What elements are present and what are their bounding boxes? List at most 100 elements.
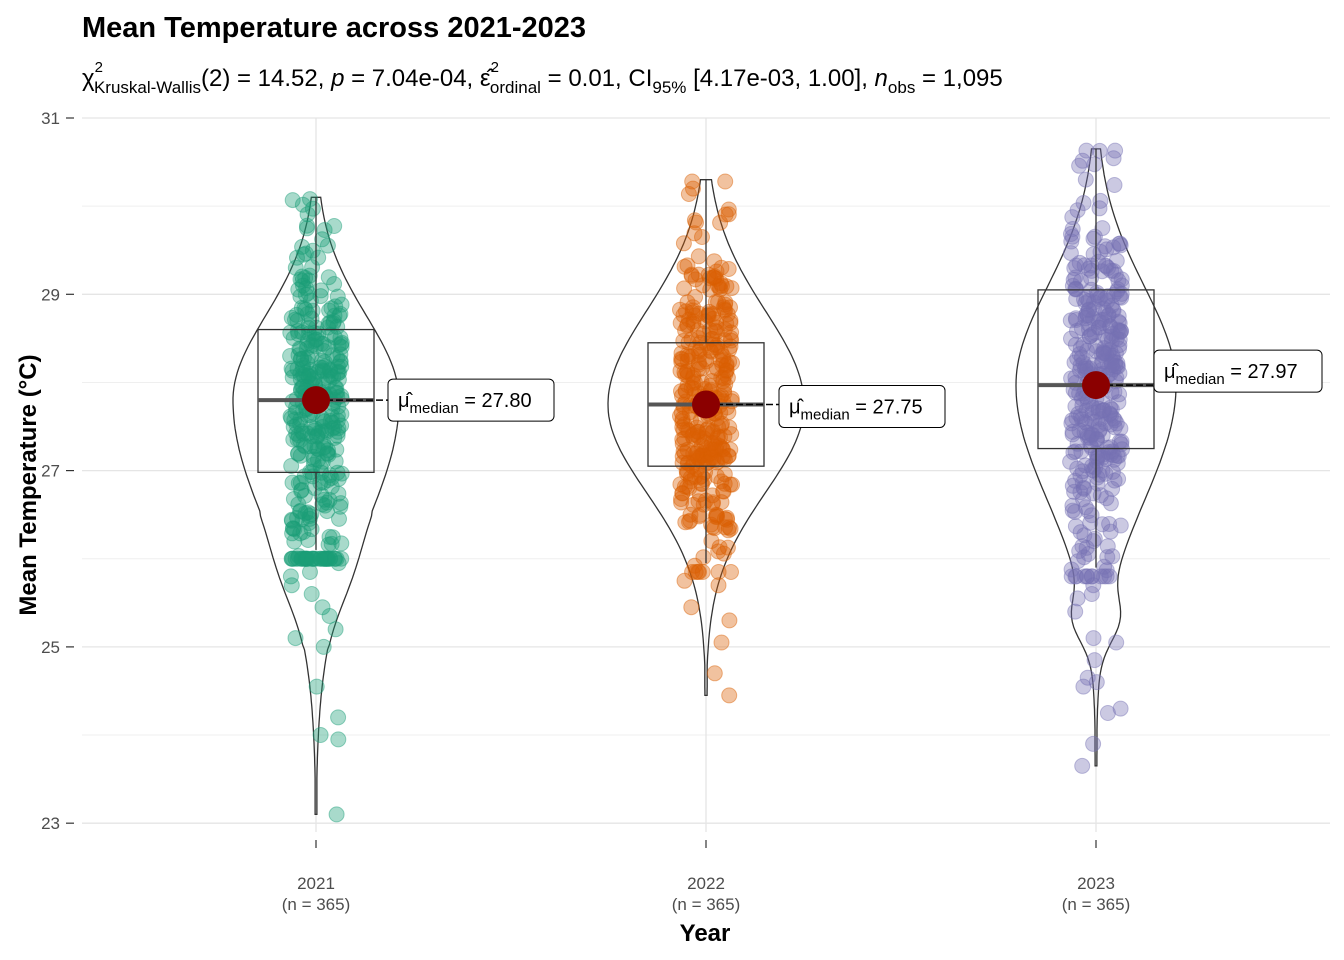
data-point (284, 192, 301, 209)
data-point (325, 369, 342, 386)
data-point (692, 447, 709, 464)
data-point (313, 335, 330, 352)
data-point (1106, 177, 1123, 193)
data-point (301, 510, 318, 527)
data-point (685, 180, 701, 197)
data-point (689, 361, 706, 378)
data-point (1071, 254, 1088, 271)
data-point (298, 280, 315, 297)
data-point (309, 440, 326, 457)
data-point (290, 326, 307, 343)
data-point (682, 469, 699, 486)
data-point (314, 359, 331, 376)
data-point (295, 425, 312, 442)
data-point (1080, 302, 1097, 319)
data-point (717, 302, 734, 319)
data-point (679, 363, 696, 380)
data-point (1062, 453, 1079, 470)
data-point (716, 301, 733, 318)
data-point (1091, 313, 1107, 330)
data-point (284, 525, 301, 542)
data-point (1109, 355, 1126, 372)
data-point (1076, 480, 1093, 497)
data-point (1098, 345, 1115, 362)
data-point (707, 268, 723, 285)
data-point (316, 222, 333, 238)
data-point (299, 217, 315, 234)
data-point (685, 496, 702, 513)
data-point (704, 519, 721, 536)
data-point (674, 351, 691, 368)
data-point (292, 474, 309, 491)
data-point (1112, 420, 1129, 437)
data-point (722, 330, 739, 346)
data-point (283, 458, 300, 474)
data-point (1098, 241, 1115, 258)
data-point (1072, 362, 1088, 379)
data-point (1083, 439, 1100, 456)
data-point (301, 267, 318, 284)
data-point (322, 362, 339, 379)
data-point (707, 293, 724, 310)
data-point (290, 281, 307, 298)
data-point (1090, 290, 1107, 307)
data-point (1077, 499, 1094, 516)
data-point (1068, 312, 1085, 328)
data-point (323, 300, 340, 317)
data-point (1080, 293, 1097, 309)
data-point (699, 421, 715, 438)
data-point (699, 307, 716, 324)
data-point (675, 307, 692, 324)
data-point (1110, 313, 1127, 330)
y-axis-title: Mean Temperature (°C) (15, 354, 42, 615)
data-point (686, 225, 703, 242)
data-point (683, 379, 700, 396)
data-point (303, 419, 320, 436)
data-point (316, 354, 333, 370)
data-point (717, 451, 733, 468)
data-point (715, 483, 732, 500)
data-point (1093, 312, 1110, 328)
data-point (679, 347, 696, 363)
data-point (330, 470, 347, 487)
data-point (1099, 288, 1116, 305)
data-point (706, 665, 723, 682)
data-point (679, 463, 696, 480)
data-point (1069, 202, 1086, 219)
data-point (326, 419, 343, 436)
data-point (332, 346, 349, 363)
data-point (1107, 357, 1124, 374)
data-point (317, 358, 334, 375)
data-point (1099, 331, 1116, 348)
data-point (680, 455, 696, 472)
data-point (680, 348, 697, 365)
data-point (679, 294, 696, 311)
data-point (694, 564, 711, 580)
data-point (1099, 549, 1116, 566)
data-point (1094, 402, 1111, 419)
data-point (1103, 262, 1120, 279)
data-point (306, 422, 323, 439)
data-point (316, 550, 333, 567)
data-point (703, 373, 720, 389)
data-point (673, 494, 690, 511)
data-point (703, 533, 720, 549)
data-point (287, 550, 304, 567)
data-point (1110, 394, 1127, 411)
data-point (1094, 353, 1111, 370)
data-point (722, 520, 739, 537)
data-point (717, 296, 734, 313)
data-point (1076, 360, 1093, 377)
data-point (309, 427, 326, 444)
data-point (297, 364, 314, 381)
data-point (709, 508, 725, 525)
data-point (1069, 435, 1086, 452)
data-point (691, 469, 708, 486)
data-point (723, 332, 740, 349)
data-point (717, 366, 734, 382)
data-point (322, 361, 338, 378)
data-point (329, 427, 346, 444)
data-point (708, 452, 725, 469)
data-point (708, 506, 725, 523)
